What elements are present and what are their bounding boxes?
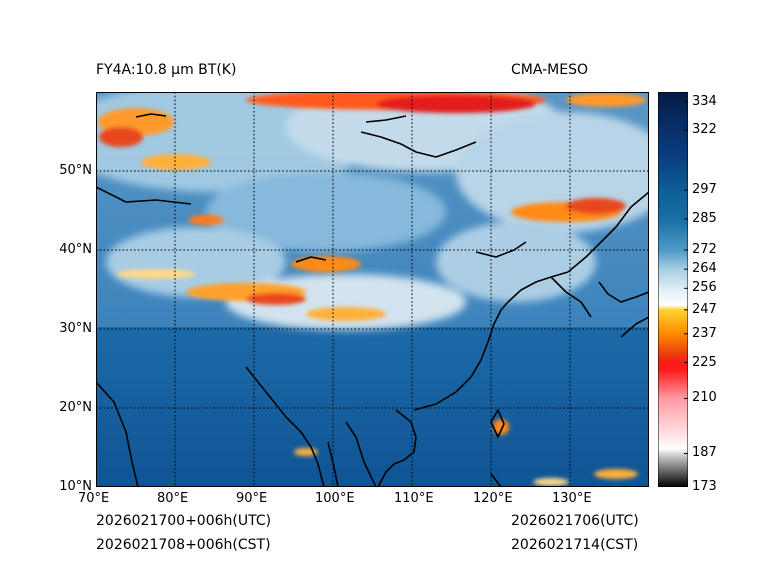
colorbar-tick-label: 334 — [692, 93, 717, 109]
chart-title-right: CMA-MESO — [511, 62, 589, 78]
coastlines — [96, 113, 649, 487]
lat-tick-label: 20°N — [59, 400, 92, 415]
graticule — [96, 92, 649, 487]
valid-time-cst: 2026021714(CST) — [511, 537, 639, 553]
colorbar-tick-label: 285 — [692, 210, 717, 226]
colorbar-tick-label: 264 — [692, 261, 717, 277]
lat-tick-label: 40°N — [59, 242, 92, 257]
lon-tick-label: 130°E — [552, 491, 592, 506]
colorbar-tick-label: 247 — [692, 301, 717, 317]
colorbar-tick-label: 297 — [692, 182, 717, 198]
colorbar-tick-label: 256 — [692, 280, 717, 296]
lat-tick-label: 50°N — [59, 163, 92, 178]
colorbar-tick-label: 237 — [692, 325, 717, 341]
lon-tick-label: 110°E — [394, 491, 434, 506]
colorbar-tick-label: 173 — [692, 479, 717, 494]
init-time-cst: 2026021708+006h(CST) — [96, 537, 271, 553]
colorbar-tick-label: 322 — [692, 122, 717, 138]
chart-title-left: FY4A:10.8 μm BT(K) — [96, 62, 237, 78]
valid-time-utc: 2026021706(UTC) — [511, 513, 639, 529]
cold-cloud-tops — [98, 92, 646, 486]
colorbar-tick-label: 187 — [692, 445, 717, 461]
colorbar-tick-label: 272 — [692, 242, 717, 257]
init-time-utc: 2026021700+006h(UTC) — [96, 513, 272, 529]
colorbar — [658, 92, 688, 487]
colorbar-tick-label: 225 — [692, 354, 717, 370]
lon-tick-label: 80°E — [157, 491, 189, 506]
lon-tick-label: 120°E — [473, 491, 513, 506]
colorbar-gradient — [658, 92, 688, 487]
lon-tick-label: 90°E — [236, 491, 268, 506]
map-frame — [96, 92, 649, 487]
lon-tick-label: 100°E — [315, 491, 355, 506]
lat-tick-label: 30°N — [59, 321, 92, 336]
tropical-warm-field — [96, 327, 649, 487]
lat-tick-label: 10°N — [59, 479, 92, 494]
lon-tick-label: 70°E — [78, 491, 110, 506]
satellite-map — [96, 92, 649, 487]
colorbar-tick-label: 210 — [692, 390, 717, 406]
